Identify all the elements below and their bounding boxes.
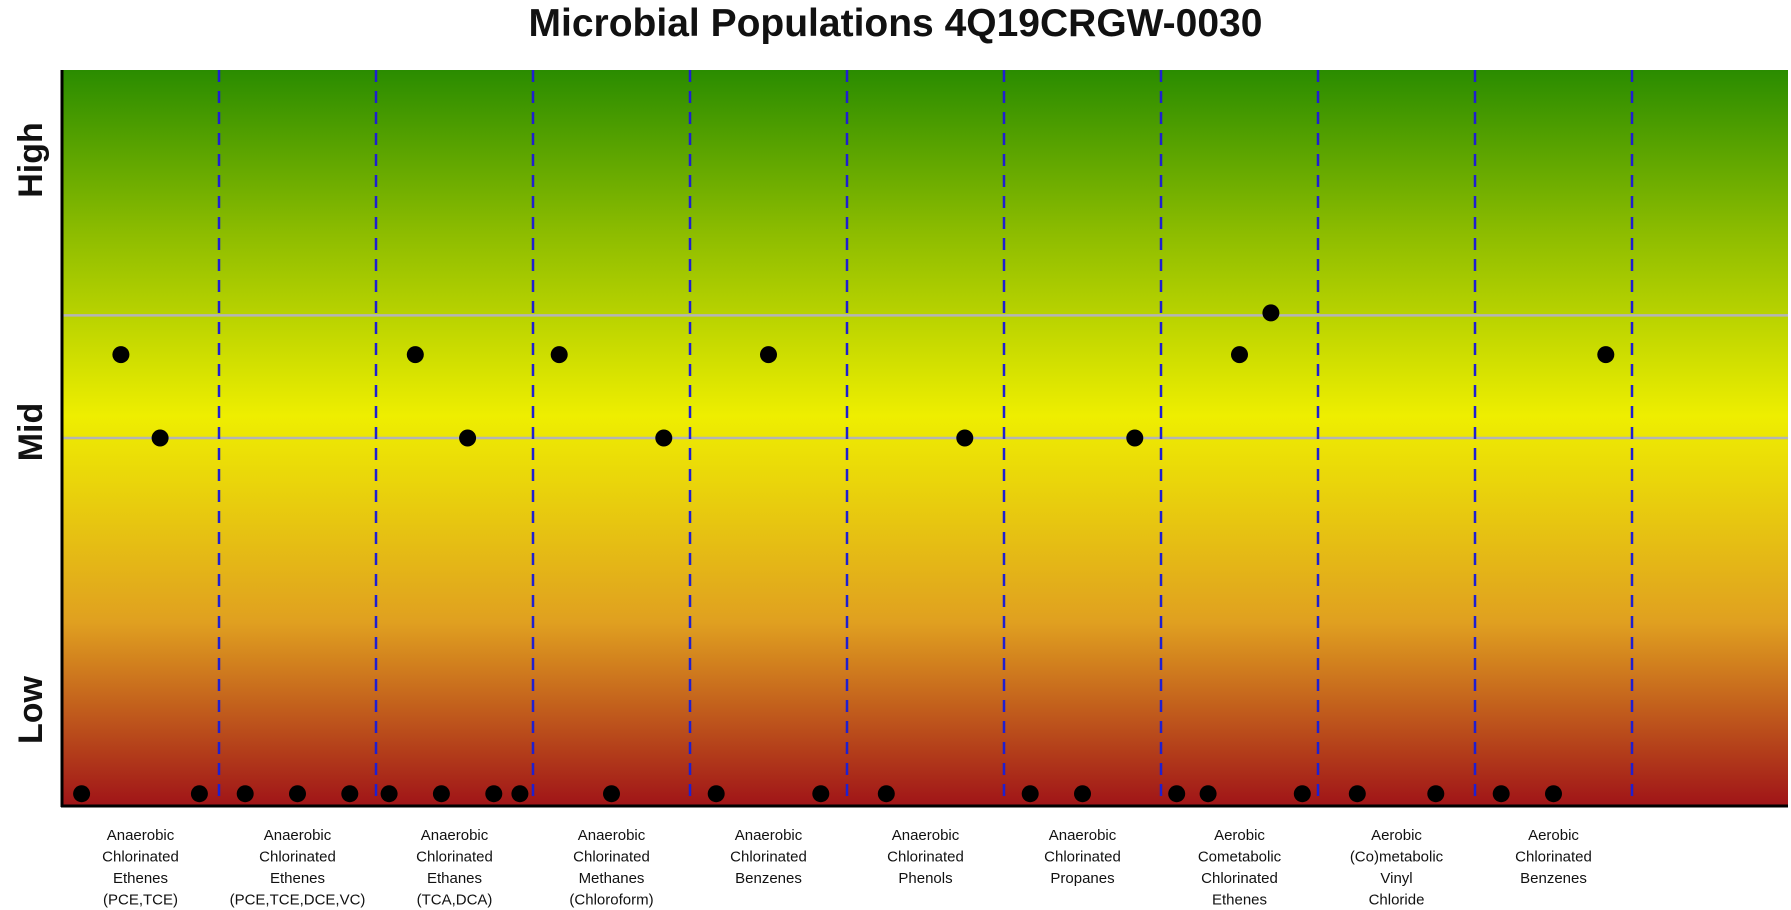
category-label-line: Chlorinated — [102, 849, 179, 866]
category-label-line: Ethenes — [1212, 892, 1267, 909]
category-label-line: Chlorinated — [887, 849, 964, 866]
data-point — [341, 785, 359, 803]
data-point — [1126, 429, 1144, 447]
category-label: Anaerobic Chlorinated Phenols — [887, 827, 964, 887]
data-point — [73, 785, 91, 803]
category-label-line: Chlorinated — [259, 849, 336, 866]
category-label-line: (TCA,DCA) — [417, 892, 493, 909]
data-point — [236, 785, 254, 803]
category-label-line: Chlorinated — [416, 849, 493, 866]
category-label: Anaerobic Chlorinated Propanes — [1044, 827, 1121, 887]
category-label: Anaerobic Chlorinated Methanes (Chloroform) — [569, 827, 653, 909]
category-label-line: Ethanes — [427, 870, 482, 887]
y-label-low: Low — [12, 675, 50, 744]
gridlines — [62, 314, 1788, 440]
y-label-high: High — [12, 122, 50, 198]
data-point — [1492, 785, 1510, 803]
data-point — [877, 785, 895, 803]
category-label-line: Anaerobic — [892, 827, 960, 844]
data-point — [956, 429, 974, 447]
data-point — [655, 429, 673, 447]
category-label-line: Chlorinated — [1201, 870, 1278, 887]
category-label-line: Chlorinated — [730, 849, 807, 866]
category-label-line: (Chloroform) — [569, 892, 653, 909]
data-point — [812, 785, 830, 803]
data-point — [432, 785, 450, 803]
data-point — [459, 429, 477, 447]
data-point — [485, 785, 503, 803]
category-label-line: Phenols — [898, 870, 952, 887]
category-label-line: Propanes — [1050, 870, 1114, 887]
data-point — [1427, 785, 1445, 803]
category-label-line: Anaerobic — [107, 827, 175, 844]
data-point — [1231, 346, 1248, 364]
category-label-line: Aerobic — [1528, 827, 1579, 844]
category-label: Anaerobic Chlorinated Ethenes (PCE,TCE,DCE,… — [230, 827, 366, 909]
category-label-line: Anaerobic — [421, 827, 489, 844]
data-point — [550, 346, 568, 364]
category-label-line: Vinyl — [1380, 870, 1412, 887]
category-label-line: Benzenes — [735, 870, 802, 887]
data-point — [760, 346, 777, 364]
category-label-line: Aerobic — [1371, 827, 1422, 844]
category-label: Anaerobic Chlorinated Benzenes — [730, 827, 807, 887]
category-label-line: Anaerobic — [735, 827, 803, 844]
data-point — [1021, 785, 1039, 803]
category-label-line: Anaerobic — [578, 827, 646, 844]
data-point — [380, 785, 398, 803]
data-point — [1348, 785, 1366, 803]
category-label-line: Ethenes — [113, 870, 168, 887]
y-label-mid: Mid — [12, 403, 50, 462]
category-label: Aerobic Cometabolic Chlorinated Ethenes — [1198, 827, 1282, 909]
category-labels: AnaerobicChlorinatedEthenes(PCE,TCE)Anae… — [102, 827, 1592, 909]
category-separators — [217, 70, 1634, 806]
data-point — [603, 785, 620, 803]
category-label: Anaerobic Chlorinated Ethenes (PCE,TCE) — [102, 827, 179, 909]
category-label-line: Aerobic — [1214, 827, 1265, 844]
category-label-line: Chlorinated — [1044, 849, 1121, 866]
category-label-line: Methanes — [579, 870, 645, 887]
category-label-line: Chlorinated — [573, 849, 650, 866]
data-point — [1074, 785, 1091, 803]
chart-title: Microbial Populations 4Q19CRGW-0030 — [528, 2, 1263, 45]
data-point — [1545, 785, 1562, 803]
data-point — [1597, 346, 1615, 364]
category-label-line: Cometabolic — [1198, 849, 1282, 866]
category-label-line: Anaerobic — [1049, 827, 1117, 844]
category-label: Aerobic Chlorinated Benzenes — [1515, 827, 1592, 887]
category-label: Aerobic (Co)metabolic Vinyl Chloride — [1350, 827, 1444, 909]
category-label-line: Anaerobic — [264, 827, 332, 844]
data-point — [1293, 785, 1311, 803]
category-label-line: (PCE,TCE,DCE,VC) — [230, 892, 366, 909]
data-point — [511, 785, 529, 803]
data-point — [151, 429, 169, 447]
category-label-line: Chlorinated — [1515, 849, 1592, 866]
data-points — [73, 304, 1615, 803]
y-level-labels: Low Mid High — [12, 122, 50, 744]
data-point — [1168, 785, 1186, 803]
data-point — [707, 785, 725, 803]
category-label-line: (PCE,TCE) — [103, 892, 178, 909]
data-point — [289, 785, 306, 803]
data-point — [190, 785, 208, 803]
category-label-line: Ethenes — [270, 870, 325, 887]
category-label-line: Chloride — [1369, 892, 1425, 909]
data-point — [1199, 785, 1217, 803]
data-point — [112, 346, 130, 364]
data-point — [1262, 304, 1280, 322]
axes — [60, 70, 1788, 808]
category-label: Anaerobic Chlorinated Ethanes (TCA,DCA) — [416, 827, 493, 909]
data-point — [406, 346, 424, 364]
category-label-line: Benzenes — [1520, 870, 1587, 887]
category-label-line: (Co)metabolic — [1350, 849, 1444, 866]
